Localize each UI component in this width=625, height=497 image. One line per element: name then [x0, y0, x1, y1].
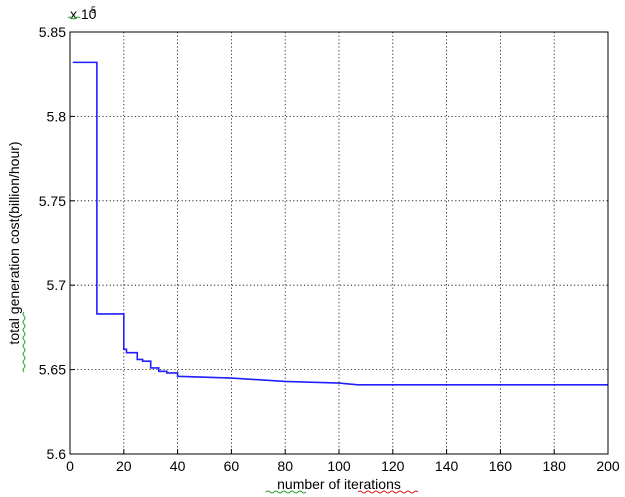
spellcheck-underline-green: [265, 490, 307, 494]
x-tick-label: 120: [381, 458, 405, 474]
y-tick-label: 5.8: [47, 108, 67, 124]
plot-frame: [69, 31, 609, 455]
grid-lines: [69, 31, 609, 455]
y-exponent-power: 5: [91, 5, 96, 15]
x-tick-label: 80: [277, 458, 293, 474]
series-line: [72, 61, 608, 386]
x-tick-label: 180: [543, 458, 567, 474]
x-axis-label: number of iterations: [277, 476, 401, 492]
x-tick-label: 60: [224, 458, 240, 474]
x-tick-label: 200: [596, 458, 620, 474]
y-tick-label: 5.85: [39, 24, 66, 40]
x-tick-label: 40: [170, 458, 186, 474]
spellcheck-underline-red: [357, 490, 419, 494]
x-tick-label: 160: [489, 458, 513, 474]
x-tick-label: 140: [435, 458, 459, 474]
spellcheck-underline-vertical: [22, 311, 26, 373]
series-line-group: [72, 61, 608, 386]
y-tick-label: 5.65: [39, 362, 66, 378]
x-tick-label: 20: [116, 458, 132, 474]
spellcheck-underline-exponent: [67, 16, 81, 20]
y-axis-label: total generation cost(billion/hour): [6, 141, 22, 344]
y-tick-label: 5.75: [39, 193, 66, 209]
x-tick-label: 100: [327, 458, 351, 474]
y-tick-label: 5.7: [47, 277, 67, 293]
y-tick-label: 5.6: [47, 446, 67, 462]
x-tick-labels: 0 20 40 60 80 100 120 140 160 180 200: [66, 458, 620, 474]
y-tick-labels: 5.6 5.65 5.7 5.75 5.8 5.85: [39, 24, 66, 462]
x-tick-label: 0: [66, 458, 74, 474]
